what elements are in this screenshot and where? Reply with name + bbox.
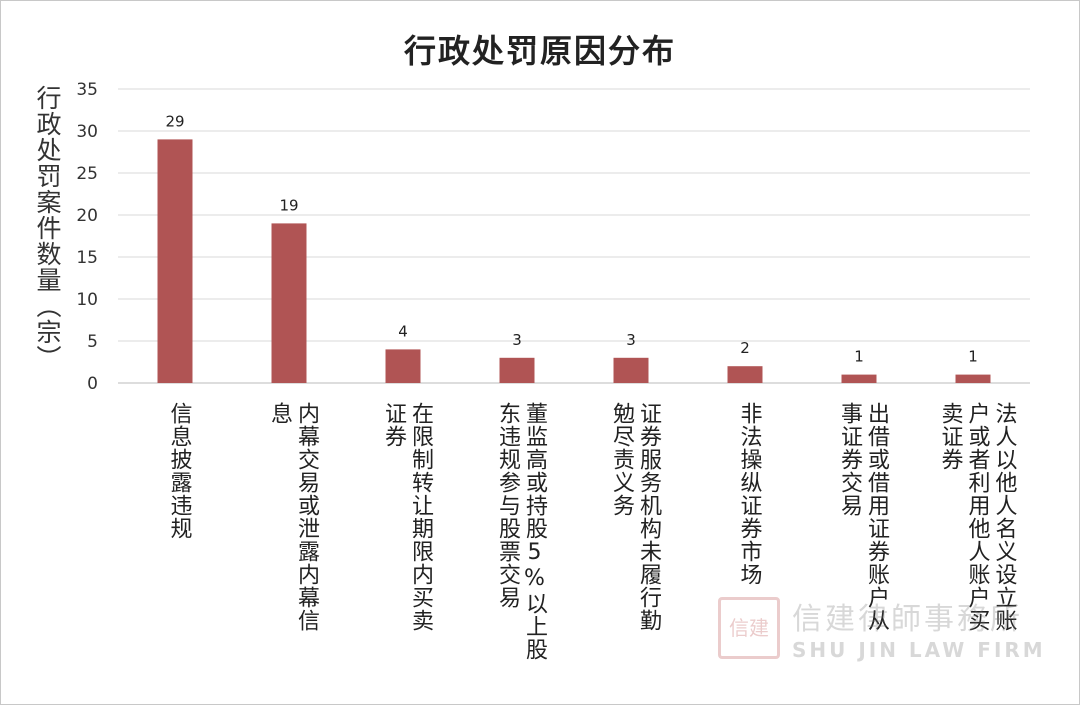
- seal-logo: 信建: [718, 597, 780, 659]
- chart-title: 行政处罚原因分布: [403, 32, 676, 70]
- bar: [385, 349, 421, 383]
- law-firm-watermark: 信建 信建律師事務所 SHU JIN LAW FIRM: [718, 594, 1046, 662]
- y-tick-label: 15: [76, 248, 98, 268]
- data-label: 1: [854, 348, 864, 366]
- watermark-name-cn: 信建律師事務所: [792, 602, 1023, 637]
- y-tick-label: 5: [87, 332, 98, 352]
- x-tick-label: 证券服务机构未履行勤 勉尽责义务: [609, 402, 661, 632]
- data-label: 19: [279, 196, 298, 214]
- data-label: 29: [165, 112, 184, 130]
- bar: [613, 357, 649, 383]
- data-label: 3: [512, 331, 522, 349]
- y-tick-label: 10: [76, 290, 98, 310]
- data-label: 4: [398, 322, 408, 340]
- x-tick-label: 信息披露违规: [166, 402, 192, 540]
- bar: [727, 366, 763, 383]
- y-tick-label: 0: [87, 374, 98, 394]
- y-tick-label: 25: [76, 164, 98, 184]
- data-label: 2: [740, 339, 750, 357]
- bar: [271, 223, 307, 383]
- bar: [841, 374, 877, 383]
- x-tick-label: 法人以他人名义设立账 户或者利用他人账户买 卖证券: [937, 402, 1017, 632]
- watermark-name-en: SHU JIN LAW FIRM: [792, 638, 1046, 662]
- y-tick-label: 20: [76, 206, 98, 226]
- y-tick-label: 30: [76, 122, 98, 142]
- data-label: 3: [626, 331, 636, 349]
- y-tick-label: 35: [76, 80, 98, 100]
- x-tick-label: 内幕交易或泄露内幕信息: [267, 402, 319, 632]
- x-tick-label: 董监高或持股5%以上股 东违规参与股票交易: [495, 402, 547, 661]
- x-tick-label: 非法操纵证券市场: [736, 402, 762, 586]
- x-tick-label: 出借或借用证券账户从 事证券交易: [837, 402, 889, 632]
- bar: [955, 374, 991, 383]
- x-tick-label: 在限制转让期限内买卖 证券: [381, 402, 433, 632]
- data-label: 1: [968, 348, 978, 366]
- bar: [157, 139, 193, 383]
- bar: [499, 357, 535, 383]
- y-axis-label: 行政处罚案件数量（宗）: [33, 85, 62, 371]
